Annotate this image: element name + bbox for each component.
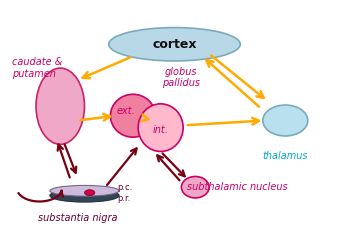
FancyArrowPatch shape xyxy=(80,114,110,120)
FancyArrowPatch shape xyxy=(163,154,185,176)
FancyArrowPatch shape xyxy=(83,57,131,78)
Ellipse shape xyxy=(263,105,308,136)
FancyArrowPatch shape xyxy=(141,114,148,121)
Ellipse shape xyxy=(181,176,209,198)
Ellipse shape xyxy=(50,185,119,196)
Ellipse shape xyxy=(138,104,183,152)
Text: p.c.
p.r.: p.c. p.r. xyxy=(117,183,133,203)
FancyArrowPatch shape xyxy=(157,155,180,180)
FancyArrowPatch shape xyxy=(65,145,76,173)
Ellipse shape xyxy=(84,190,95,196)
Text: int.: int. xyxy=(153,125,169,135)
FancyArrowPatch shape xyxy=(107,148,136,185)
FancyArrowPatch shape xyxy=(58,145,70,177)
Ellipse shape xyxy=(36,68,84,144)
Text: cortex: cortex xyxy=(152,38,197,51)
FancyArrowPatch shape xyxy=(211,55,263,98)
Text: ext.: ext. xyxy=(117,106,135,116)
Text: thalamus: thalamus xyxy=(262,151,308,161)
Ellipse shape xyxy=(110,94,155,137)
Text: globus
pallidus: globus pallidus xyxy=(162,67,200,88)
Text: subthalamic nucleus: subthalamic nucleus xyxy=(186,182,287,192)
FancyArrowPatch shape xyxy=(206,60,259,107)
FancyArrowPatch shape xyxy=(188,118,259,125)
Ellipse shape xyxy=(50,189,119,202)
Ellipse shape xyxy=(109,27,240,61)
Text: substantia nigra: substantia nigra xyxy=(38,213,117,223)
Text: caudate &
putamen: caudate & putamen xyxy=(12,57,62,79)
FancyArrowPatch shape xyxy=(59,191,63,197)
